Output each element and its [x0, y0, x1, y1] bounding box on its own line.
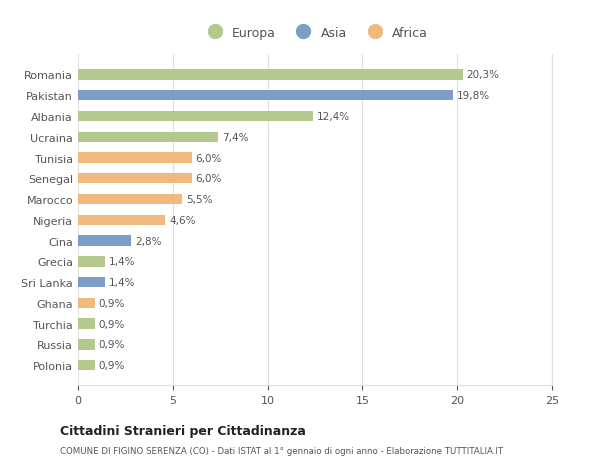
Bar — [78, 132, 218, 143]
Text: 12,4%: 12,4% — [317, 112, 350, 122]
Bar — [78, 340, 95, 350]
Text: 0,9%: 0,9% — [99, 360, 125, 370]
Text: 7,4%: 7,4% — [222, 133, 248, 142]
Bar — [78, 257, 104, 267]
Text: 0,9%: 0,9% — [99, 319, 125, 329]
Bar — [78, 277, 104, 288]
Text: Cittadini Stranieri per Cittadinanza: Cittadini Stranieri per Cittadinanza — [60, 425, 306, 437]
Text: 5,5%: 5,5% — [186, 195, 212, 205]
Bar — [78, 215, 165, 225]
Legend: Europa, Asia, Africa: Europa, Asia, Africa — [197, 22, 433, 45]
Bar — [78, 153, 192, 163]
Bar — [78, 112, 313, 122]
Text: 0,9%: 0,9% — [99, 298, 125, 308]
Text: 6,0%: 6,0% — [196, 174, 222, 184]
Bar — [78, 195, 182, 205]
Text: COMUNE DI FIGINO SERENZA (CO) - Dati ISTAT al 1° gennaio di ogni anno - Elaboraz: COMUNE DI FIGINO SERENZA (CO) - Dati IST… — [60, 446, 503, 455]
Text: 1,4%: 1,4% — [109, 278, 135, 287]
Text: 6,0%: 6,0% — [196, 153, 222, 163]
Bar — [78, 298, 95, 308]
Bar — [78, 360, 95, 370]
Text: 20,3%: 20,3% — [467, 70, 500, 80]
Text: 1,4%: 1,4% — [109, 257, 135, 267]
Text: 4,6%: 4,6% — [169, 215, 196, 225]
Bar — [78, 70, 463, 80]
Bar — [78, 319, 95, 329]
Bar — [78, 174, 192, 184]
Text: 0,9%: 0,9% — [99, 340, 125, 350]
Text: 2,8%: 2,8% — [135, 236, 161, 246]
Bar — [78, 91, 454, 101]
Text: 19,8%: 19,8% — [457, 91, 490, 101]
Bar — [78, 236, 131, 246]
